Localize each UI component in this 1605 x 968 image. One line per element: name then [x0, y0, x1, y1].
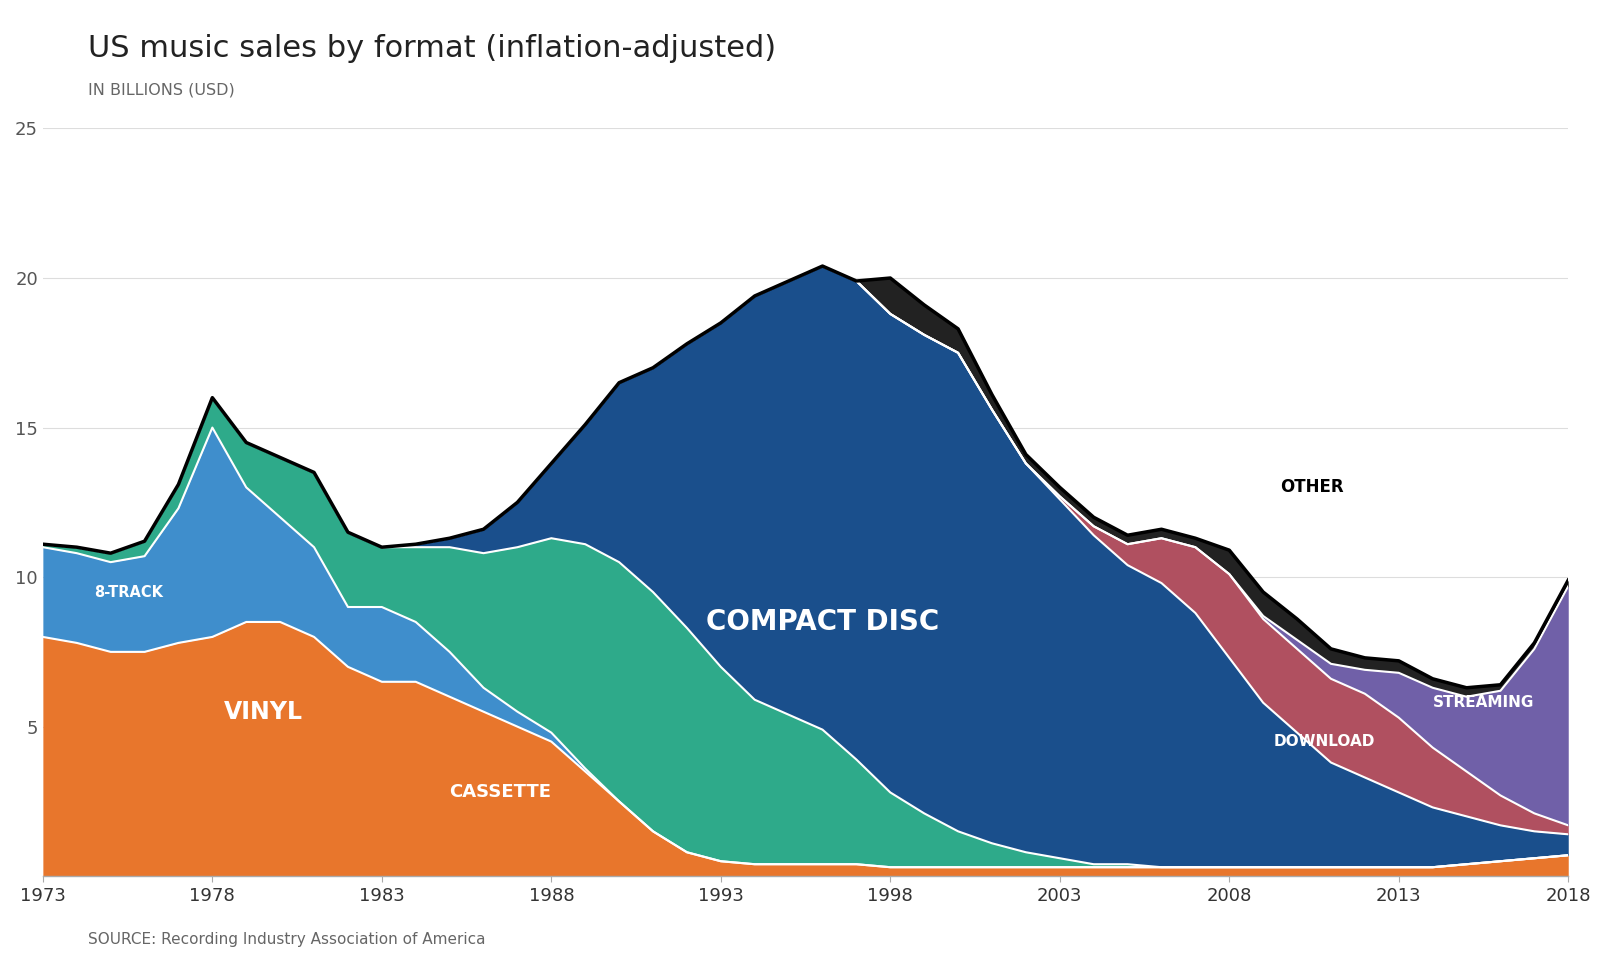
Text: IN BILLIONS (USD): IN BILLIONS (USD) — [88, 82, 234, 97]
Text: 8-TRACK: 8-TRACK — [93, 585, 162, 599]
Text: US music sales by format (inflation-adjusted): US music sales by format (inflation-adju… — [88, 34, 775, 63]
Text: CASSETTE: CASSETTE — [449, 783, 551, 802]
Text: VINYL: VINYL — [223, 700, 302, 724]
Text: STREAMING: STREAMING — [1432, 695, 1533, 711]
Text: OTHER: OTHER — [1279, 478, 1343, 497]
Text: COMPACT DISC: COMPACT DISC — [706, 608, 939, 636]
Text: SOURCE: Recording Industry Association of America: SOURCE: Recording Industry Association o… — [88, 932, 486, 947]
Text: DOWNLOAD: DOWNLOAD — [1273, 734, 1374, 749]
